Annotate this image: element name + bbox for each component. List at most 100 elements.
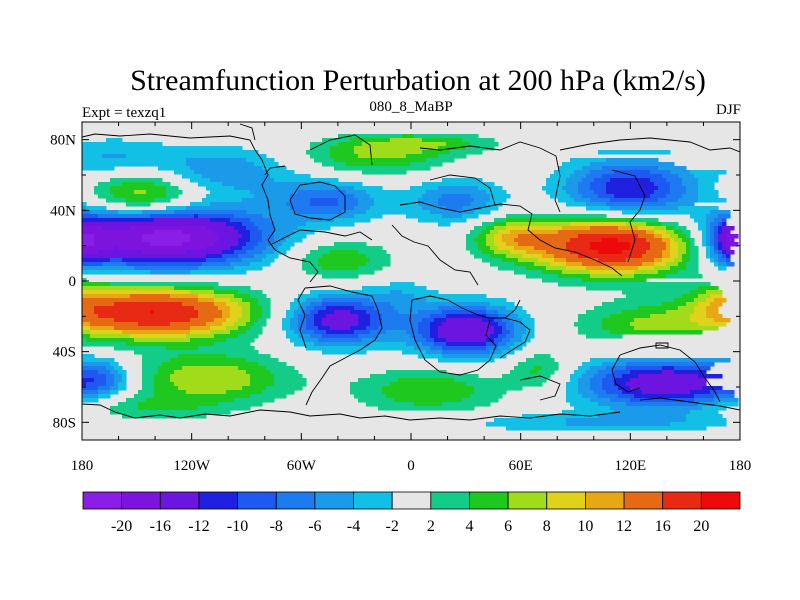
- field-cell-502: [366, 254, 391, 259]
- field-cell-931: [306, 346, 415, 351]
- field-cell-291: [246, 226, 259, 231]
- field-cell-49: [410, 162, 443, 167]
- field-cell-1146: [702, 406, 727, 411]
- field-cell-936: [498, 346, 511, 351]
- field-cell-634: [250, 294, 267, 299]
- field-cell-396: [718, 238, 727, 243]
- field-cell-543: [690, 258, 699, 263]
- field-cell-818: [630, 322, 699, 327]
- field-cell-33: [358, 154, 407, 159]
- field-cell-211: [86, 206, 107, 211]
- field-cell-820: [82, 326, 91, 331]
- field-cell-1132: [366, 402, 415, 407]
- field-cell-536: [566, 258, 599, 263]
- colorbar-label: -20: [111, 518, 132, 535]
- field-cell-618: [82, 290, 191, 295]
- field-cell-57: [558, 166, 583, 171]
- field-cell-248: [506, 214, 607, 219]
- field-cell-723: [442, 310, 487, 315]
- field-cell-424: [702, 242, 707, 247]
- field-cell-337: [722, 230, 731, 235]
- field-cell-174: [154, 198, 171, 203]
- field-cell-886: [410, 334, 423, 339]
- field-cell-571: [82, 266, 135, 271]
- field-cell-277: [570, 222, 627, 227]
- field-cell-1075: [566, 386, 579, 391]
- field-cell-252: [82, 218, 155, 223]
- field-cell-623: [390, 290, 403, 295]
- field-cell-827: [250, 326, 263, 331]
- field-cell-1128: [714, 398, 739, 403]
- field-cell-514: [682, 254, 691, 259]
- field-cell-158: [370, 194, 423, 199]
- field-cell-474: [482, 250, 495, 255]
- colorbar-box: [314, 491, 354, 510]
- field-cell-1030: [142, 378, 155, 383]
- field-cell-1085: [138, 390, 155, 395]
- field-cell-656: [706, 298, 715, 303]
- field-cell-298: [506, 226, 563, 231]
- field-cell-754: [518, 314, 531, 319]
- field-cell-0: [338, 134, 403, 139]
- field-cell-516: [706, 254, 711, 259]
- field-cell-1110: [582, 394, 599, 399]
- field-cell-54: [190, 166, 263, 171]
- field-cell-503: [474, 254, 491, 259]
- field-cell-24: [354, 150, 423, 155]
- field-cell-753: [506, 314, 519, 319]
- field-cell-823: [190, 326, 211, 331]
- field-cell-1063: [82, 386, 99, 391]
- field-cell-270: [254, 222, 275, 227]
- field-cell-1156: [566, 418, 687, 423]
- field-cell-265: [714, 218, 723, 223]
- field-cell-450: [650, 246, 667, 251]
- field-cell-965: [258, 362, 287, 367]
- field-cell-776: [382, 318, 423, 323]
- field-cell-163: [550, 194, 571, 199]
- field-cell-765: [238, 318, 251, 323]
- field-cell-816: [574, 322, 603, 327]
- field-cell-950: [442, 354, 491, 359]
- field-cell-225: [90, 210, 119, 215]
- field-cell-752: [498, 314, 507, 319]
- field-cell-585: [670, 266, 687, 271]
- field-cell-686: [290, 306, 299, 311]
- field-cell-69: [650, 170, 671, 175]
- field-cell-1066: [118, 386, 127, 391]
- field-cell-635: [298, 294, 319, 299]
- field-cell-646: [242, 298, 259, 303]
- field-cell-682: [230, 306, 243, 311]
- field-cell-854: [246, 330, 263, 335]
- field-cell-365: [718, 234, 727, 239]
- field-cell-877: [186, 334, 215, 339]
- field-cell-140: [426, 190, 487, 195]
- field-cell-243: [262, 214, 355, 219]
- field-cell-414: [518, 242, 567, 247]
- field-cell-667: [302, 302, 311, 307]
- field-cell-743: [306, 314, 315, 319]
- field-cell-56: [334, 166, 431, 171]
- field-cell-1144: [574, 406, 611, 411]
- field-cell-6: [390, 138, 423, 143]
- field-cell-411: [486, 242, 495, 247]
- field-cell-828: [282, 326, 291, 331]
- field-cell-129: [698, 186, 715, 191]
- field-cell-16: [310, 146, 331, 151]
- field-cell-872: [578, 330, 611, 335]
- field-cell-137: [298, 190, 347, 195]
- field-cell-1105: [250, 394, 287, 399]
- field-cell-1048: [118, 382, 127, 387]
- field-cell-34: [406, 154, 439, 159]
- field-cell-323: [490, 230, 499, 235]
- field-cell-829: [290, 326, 299, 331]
- field-cell-22: [306, 150, 331, 155]
- field-cell-808: [418, 322, 431, 327]
- field-cell-322: [482, 230, 491, 235]
- field-cell-389: [674, 238, 683, 243]
- field-cell-290: [234, 226, 247, 231]
- field-cell-257: [270, 218, 335, 223]
- field-cell-5: [350, 138, 391, 143]
- field-cell-222: [610, 206, 679, 211]
- field-cell-423: [690, 242, 695, 247]
- field-cell-343: [242, 234, 251, 239]
